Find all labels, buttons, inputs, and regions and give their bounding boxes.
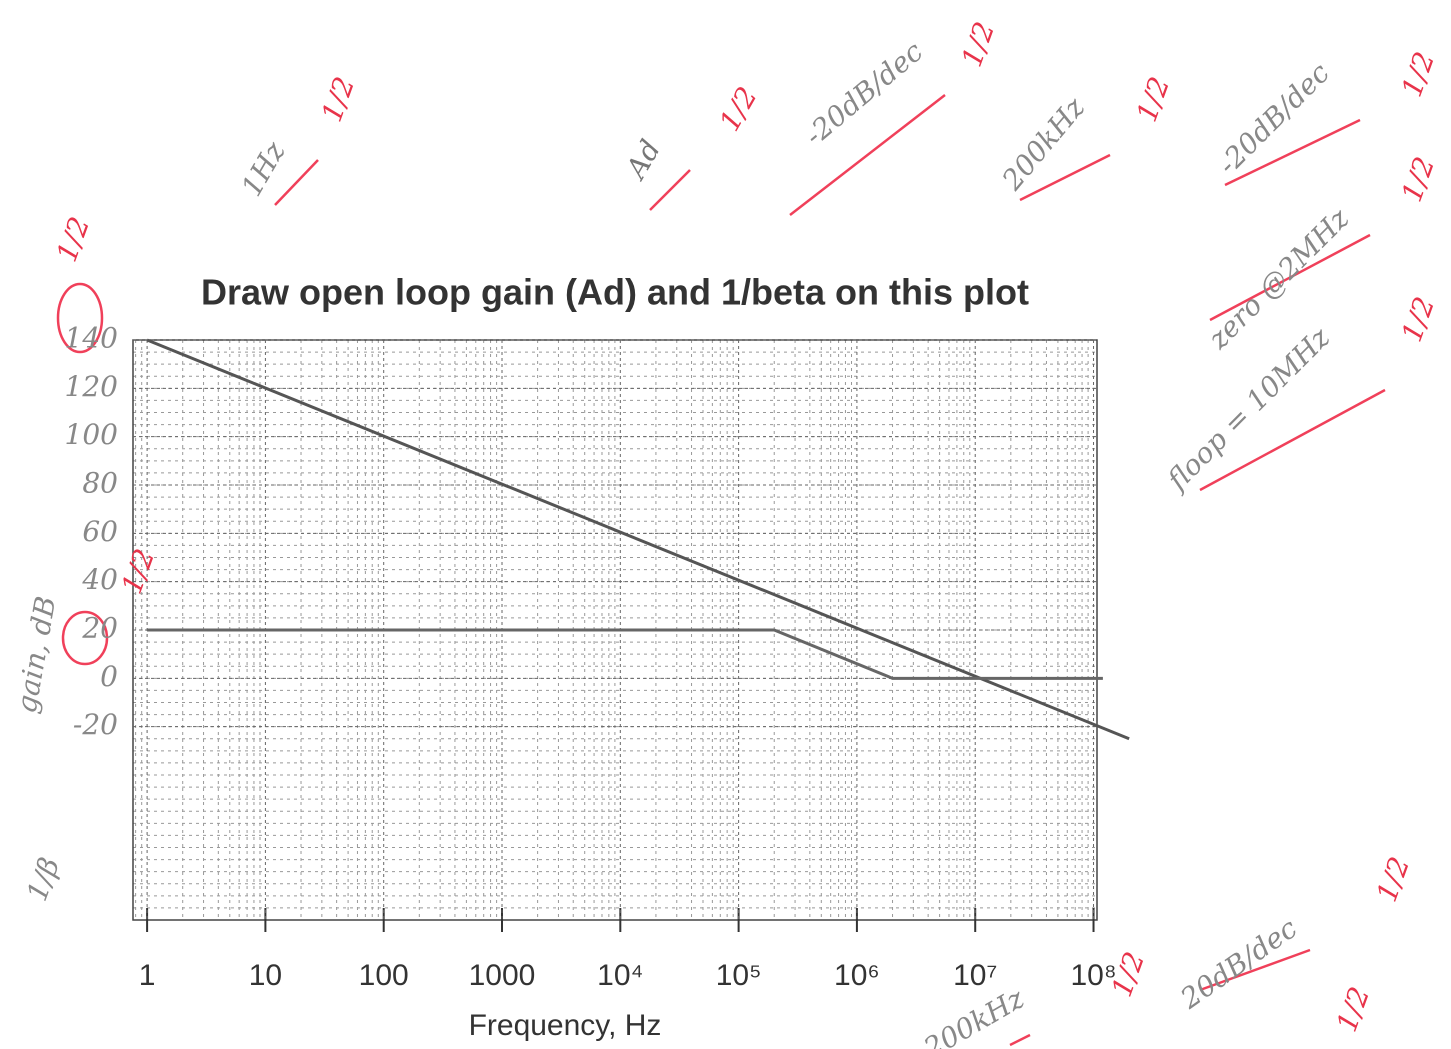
annotation: 200kHz [995,91,1092,197]
y-tick-label: 60 [82,515,118,548]
x-tick-label: 10⁴ [597,959,643,992]
x-tick-label: 100 [359,959,409,992]
annotation: 1/2 [1105,948,1151,1002]
chart-title: Draw open loop gain (Ad) and 1/beta on t… [201,272,1029,313]
annotation: 1/2 [1395,293,1441,347]
y-tick-label: 20 [81,612,118,645]
y-tick-label: 0 [100,660,118,693]
x-tick-label: 10⁵ [716,959,762,992]
annotation: 1/2 [1130,73,1176,127]
annotation: 20dB/dec [1174,911,1304,1015]
annotation: 1/2 [1395,153,1441,207]
x-tick-label: 1 [139,959,156,992]
y-tick-label: -20 [73,708,118,741]
y-tick-label: 140 [65,322,118,355]
annotation: 1Hz [235,136,292,202]
y-tick-label: 120 [65,370,118,403]
annotation: 1/2 [315,73,361,127]
annotation: 1/2 [50,213,96,267]
x-tick-label: 10 [249,959,282,992]
annotation: 1/2 [1370,853,1416,907]
annotation: zero @2MHz [1201,202,1355,356]
annotation: gain, dB [10,594,63,716]
x-tick-label: 10⁶ [834,959,880,992]
y-tick-label: 40 [81,563,118,596]
annotation: floop = 10MHz [1159,321,1336,498]
annotation: 1/2 [115,545,161,599]
annotation: 1/β [20,853,66,905]
annotation: -20dB/dec [798,35,929,153]
chart: Draw open loop gain (Ad) and 1/beta on t… [0,0,1451,1049]
annotation: 1/2 [1330,983,1376,1037]
x-tick-label: 1000 [469,959,536,992]
annotation: Ad [618,134,667,186]
annotation: 1/2 [713,81,764,137]
annotation: 1/2 [955,18,1001,72]
x-axis-label: Frequency, Hz [469,1009,662,1042]
x-tick-label: 10⁷ [953,959,997,992]
annotation: 1/2 [1395,48,1441,102]
y-tick-label: 80 [82,467,118,500]
y-tick-label: 100 [65,418,118,451]
